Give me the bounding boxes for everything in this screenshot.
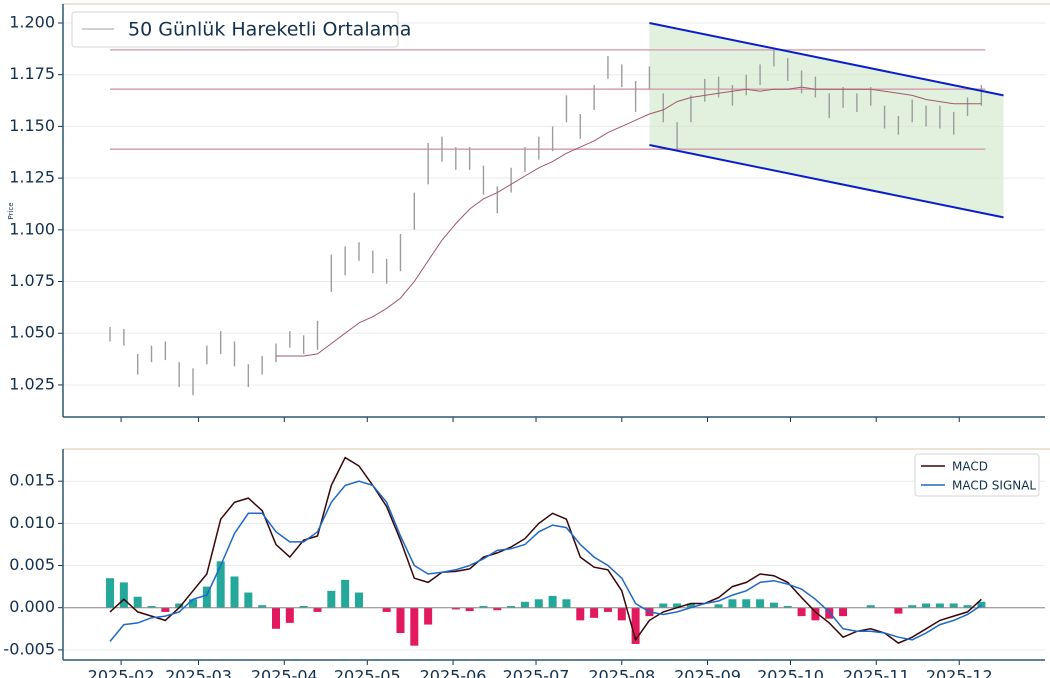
histogram-bar [963, 605, 972, 608]
histogram-bar [271, 607, 280, 629]
histogram-bar [935, 603, 944, 608]
legend-label: MACD SIGNAL [952, 479, 1036, 493]
histogram-bar [106, 578, 115, 608]
histogram-bar [285, 607, 294, 623]
histogram-bar [548, 595, 557, 608]
histogram-bar [133, 596, 142, 608]
x-tick-label: 2025-03 [165, 667, 232, 678]
histogram-bar [410, 607, 419, 646]
channel-area [649, 22, 1004, 218]
histogram-bar [382, 607, 391, 612]
histogram-bar [783, 606, 792, 608]
x-tick-label: 2025-02 [88, 667, 155, 678]
histogram-bar [714, 604, 723, 608]
y-tick-label: 1.050 [9, 323, 55, 342]
histogram-bar [507, 606, 516, 608]
histogram-bar [977, 601, 986, 608]
histogram-bar [216, 561, 225, 608]
histogram-bar [424, 607, 433, 625]
histogram-bar [465, 607, 474, 612]
histogram-bar [493, 607, 502, 611]
y-tick-label: 0.000 [9, 597, 55, 616]
histogram-bar [313, 607, 322, 612]
legend-box [71, 11, 399, 48]
x-tick-label: 2025-05 [334, 667, 401, 678]
legend: MACD MACD SIGNAL [914, 453, 1040, 497]
histogram-bar [603, 607, 612, 612]
y-tick-label: 1.175 [9, 64, 55, 83]
histogram-bar [866, 605, 875, 608]
histogram-bar [908, 605, 917, 608]
y-tick-label: 0.010 [9, 513, 55, 532]
histogram-bar [825, 607, 834, 619]
legend-label: MACD [952, 460, 988, 474]
histogram-bar [202, 586, 211, 608]
y-tick-label: 0.005 [9, 555, 55, 574]
y-axis-label: Price [7, 202, 15, 219]
histogram-bar [922, 603, 931, 608]
x-tick-label: 2025-07 [503, 667, 570, 678]
histogram-bar [811, 607, 820, 621]
y-tick-label: 1.125 [9, 168, 55, 187]
histogram-bar [562, 599, 571, 608]
histogram-bar [534, 599, 543, 608]
channel-line [649, 22, 1004, 97]
histogram-bar [354, 592, 363, 608]
histogram-bar [244, 592, 253, 608]
histogram-bar [341, 579, 350, 608]
histogram-bar [659, 603, 668, 608]
histogram-bar [147, 606, 156, 608]
histogram-bar [175, 603, 184, 608]
x-tick-label: 2025-10 [757, 667, 824, 678]
histogram-bar [756, 599, 765, 608]
histogram-bar [576, 607, 585, 621]
histogram-bar [728, 599, 737, 608]
histogram-bar [797, 607, 806, 617]
y-tick-label: 1.075 [9, 271, 55, 290]
histogram-bar [742, 599, 751, 608]
legend: 50 Günlük Hareketli Ortalama [71, 11, 411, 48]
histogram-bar [894, 607, 903, 614]
histogram-bar [258, 605, 267, 608]
channel-line [649, 144, 1004, 219]
y-tick-label: 1.100 [9, 219, 55, 238]
y-tick-label: 1.150 [9, 116, 55, 135]
x-tick-label: 2025-09 [674, 667, 741, 678]
histogram-bar [769, 602, 778, 608]
histogram-bar [189, 599, 198, 608]
y-tick-label: 1.025 [9, 374, 55, 393]
histogram-bar [590, 607, 599, 618]
series-line [109, 456, 982, 644]
y-tick-label: -0.005 [3, 639, 55, 658]
x-tick-label: 2025-11 [843, 667, 910, 678]
histogram-bar [161, 607, 170, 612]
histogram-bar [451, 607, 460, 610]
histogram-bar [119, 582, 128, 608]
x-tick-label: 2025-12 [926, 667, 993, 678]
histogram-bar [839, 607, 848, 617]
y-tick-label: 1.200 [9, 12, 55, 31]
histogram-bar [686, 603, 695, 608]
y-tick-label: 0.015 [9, 471, 55, 490]
series-line [276, 86, 982, 357]
histogram-bar [230, 576, 239, 608]
histogram-bar [949, 603, 958, 608]
histogram-bar [327, 590, 336, 608]
histogram-bar [299, 606, 308, 608]
histogram-bar [617, 607, 626, 621]
histogram-bar [520, 601, 529, 608]
histogram-bar [673, 603, 682, 608]
histogram-bar [396, 607, 405, 634]
x-tick-label: 2025-08 [588, 667, 655, 678]
legend-label: 50 Günlük Hareketli Ortalama [128, 19, 411, 41]
histogram-bar [479, 606, 488, 608]
histogram-bar [631, 607, 640, 644]
legend-box [914, 453, 1040, 497]
x-tick-label: 2025-04 [251, 667, 318, 678]
x-tick-label: 2025-06 [420, 667, 487, 678]
series-line [109, 480, 982, 642]
